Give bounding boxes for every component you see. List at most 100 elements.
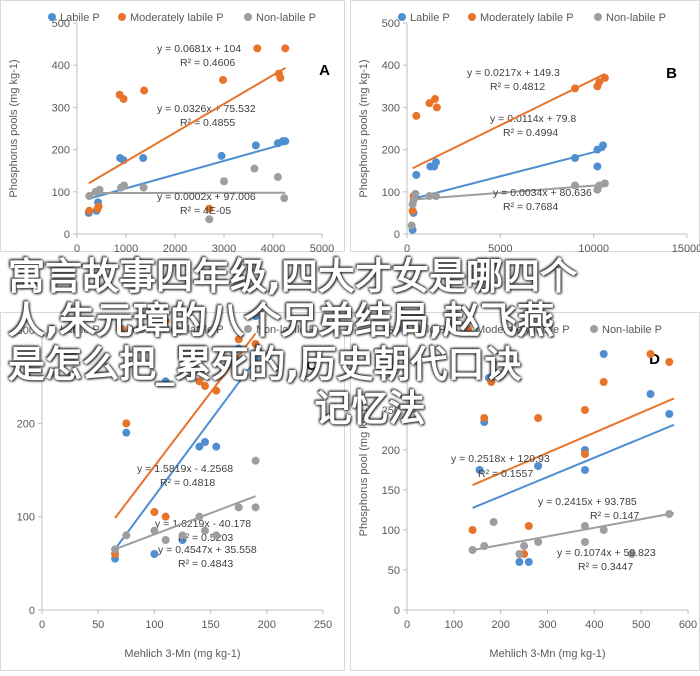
data-point [274,173,282,181]
data-point [140,87,148,95]
data-point [411,190,419,198]
legend-marker [398,13,406,21]
r-squared-label: R² = 0.3447 [578,561,633,573]
data-point [139,154,147,162]
r-squared-label: R² = 0.4818 [160,477,215,489]
x-tick-label: 200 [258,619,276,631]
trendline-equation: y = 0.2415x + 93.785 [538,496,637,508]
y-tick-label: 100 [382,525,400,537]
x-tick-label: 15000 [672,243,700,252]
data-point [252,503,260,511]
data-point [219,76,227,84]
r-squared-label: R² = 0.1557 [478,468,533,480]
y-axis-label: Phosphorus pools (mg kg-1) [358,59,370,197]
x-tick-label: 600 [679,619,697,631]
data-point [179,531,187,539]
data-point [212,443,220,451]
y-tick-label: 200 [382,445,400,457]
trendline-equation: y = 0.2518x + 120.93 [451,453,550,465]
chart-border [1,1,345,252]
legend-marker [118,13,126,21]
x-axis-label: Mehlich 3-Mn (mg kg-1) [124,648,240,660]
y-tick-label: 100 [382,187,400,199]
trendline-equation: y = 0.0681x + 104 [157,43,241,55]
data-point [581,538,589,546]
legend-marker [48,13,56,21]
data-point [520,542,528,550]
x-tick-label: 10000 [578,243,609,252]
x-tick-label: 0 [39,619,45,631]
x-tick-label: 5000 [488,243,512,252]
data-point [218,152,226,160]
overlay-line-4: 记忆法 [8,387,692,431]
x-tick-label: 0 [404,619,410,631]
x-tick-label: 5000 [310,243,334,252]
x-tick-label: 0 [74,243,80,252]
legend-marker [594,13,602,21]
data-point [515,550,523,558]
data-point [600,526,608,534]
data-point [525,522,533,530]
data-point [599,141,607,149]
trendline-equation: y = 0.4547x + 35.558 [158,544,257,556]
data-point [250,165,258,173]
y-tick-label: 0 [394,229,400,241]
data-point [162,536,170,544]
overlay-line-1: 寓言故事四年级,四大才女是哪四个 [8,255,692,299]
trendline-equation: y = 0.1074x + 59.823 [557,547,656,559]
data-point [253,44,261,52]
trendline-equation: y = 1.5819x - 4.2568 [137,463,233,475]
y-tick-label: 300 [52,102,70,114]
data-point [95,203,103,211]
y-tick-label: 400 [52,60,70,72]
y-tick-label: 200 [382,145,400,157]
y-tick-label: 300 [382,102,400,114]
y-tick-label: 100 [17,512,35,524]
data-point [581,450,589,458]
data-point [140,184,148,192]
data-point [85,207,93,215]
data-point [150,527,158,535]
legend-marker [244,13,252,21]
data-point [534,538,542,546]
x-tick-label: 500 [632,619,650,631]
data-point [480,542,488,550]
x-tick-label: 100 [445,619,463,631]
y-tick-label: 50 [388,565,400,577]
x-tick-label: 100 [145,619,163,631]
data-point [120,95,128,103]
data-point [490,518,498,526]
x-tick-label: 4000 [261,243,285,252]
data-point [201,438,209,446]
data-point [432,192,440,200]
data-point [571,84,579,92]
data-point [601,74,609,82]
data-point [235,503,243,511]
x-tick-label: 250 [314,619,332,631]
data-point [252,457,260,465]
x-tick-label: 2000 [163,243,187,252]
overlay-line-2: 人,朱元璋的八个兄弟结局,赵飞燕 [8,299,692,343]
x-tick-label: 1000 [114,243,138,252]
x-tick-label: 400 [585,619,603,631]
data-point [252,141,260,149]
legend-label: Non-labile P [256,12,316,24]
data-point [515,558,523,566]
overlay-line-3: 是怎么把_累死的,历史朝代口诀 [8,343,692,387]
r-squared-label: R² = 0.4843 [178,558,233,570]
trendline-equation: y = 0.0217x + 149.3 [467,67,560,79]
y-tick-label: 0 [29,605,35,617]
y-tick-label: 150 [382,485,400,497]
data-point [120,181,128,189]
data-point [212,531,220,539]
panel-label: B [666,65,677,82]
trendline-equation: y = 0.0002x + 97.006 [157,191,256,203]
data-point [195,513,203,521]
x-tick-label: 150 [201,619,219,631]
data-point [432,158,440,166]
data-point [220,177,228,185]
r-squared-label: R² = 0.4606 [180,57,235,69]
